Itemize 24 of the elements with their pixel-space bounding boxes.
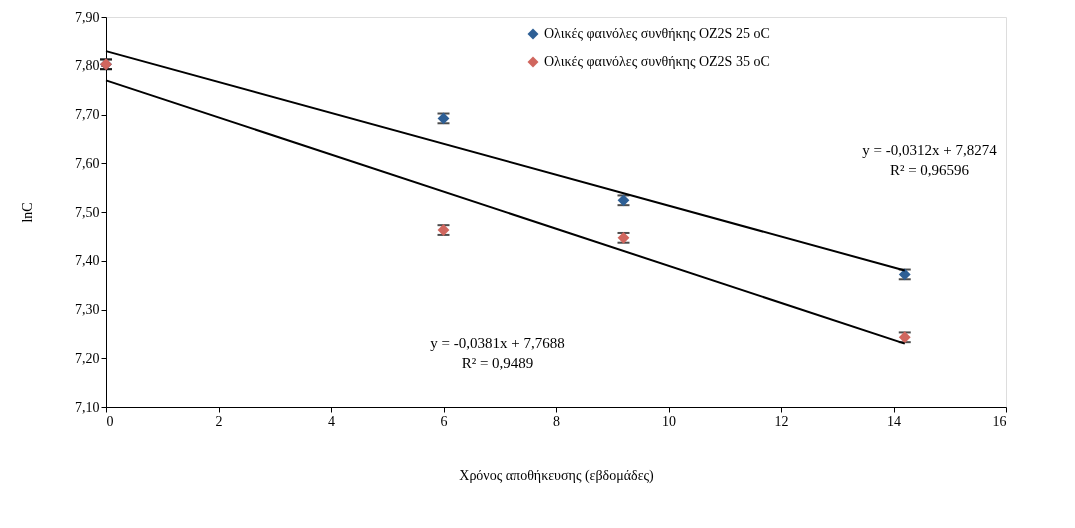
x-tick-label: 6 bbox=[440, 413, 448, 429]
legend-label: Ολικές φαινόλες συνθήκης OZ2S 25 oC bbox=[544, 26, 770, 41]
annotation: y = -0,0312x + 7,8274 R² = 0,96596 bbox=[862, 141, 998, 178]
x-tick-label: 12 bbox=[774, 413, 789, 429]
y-tick-label: 7,20 bbox=[75, 350, 100, 366]
annotation: y = -0,0381x + 7,7688 R² = 0,9489 bbox=[430, 334, 565, 371]
x-tick-label: 8 bbox=[553, 413, 560, 429]
legend-label: Ολικές φαινόλες συνθήκης OZ2S 35 oC bbox=[544, 54, 770, 69]
x-tick-label: 10 bbox=[662, 413, 676, 429]
y-tick-label: 7,80 bbox=[75, 58, 100, 74]
y-tick-label: 7,10 bbox=[75, 399, 100, 415]
x-tick-label: 0 bbox=[106, 413, 114, 429]
x-tick-label: 4 bbox=[328, 413, 335, 429]
y-tick-label: 7,60 bbox=[75, 155, 100, 171]
x-tick-label: 14 bbox=[887, 413, 901, 429]
x-tick-label: 16 bbox=[992, 413, 1007, 429]
y-tick-label: 7,50 bbox=[75, 204, 100, 220]
y-tick-label: 7,90 bbox=[75, 9, 100, 25]
x-tick-label: 2 bbox=[215, 413, 223, 429]
y-axis-title: lnC bbox=[20, 202, 35, 223]
x-axis-title: Χρόνος αποθήκευσης (εβδομάδες) bbox=[459, 467, 655, 484]
y-tick-label: 7,70 bbox=[75, 107, 100, 122]
y-tick-label: 7,40 bbox=[75, 253, 100, 269]
y-tick-label: 7,30 bbox=[75, 302, 100, 317]
